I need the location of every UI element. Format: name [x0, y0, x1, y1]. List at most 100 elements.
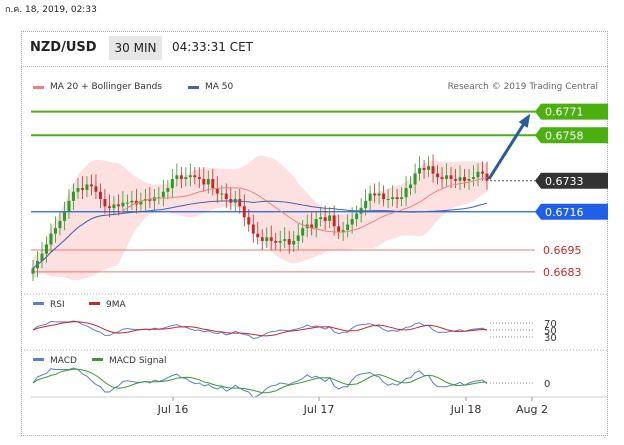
candle-body [58, 220, 62, 229]
candle-body [148, 199, 152, 201]
candle-body [179, 175, 183, 179]
candle-body [422, 168, 426, 170]
sub-legend-secondary: MACD Signal [109, 356, 167, 366]
candle-body [382, 193, 386, 200]
level-label-0.6683: 0.6683 [543, 266, 582, 279]
level-lines-group [31, 110, 608, 273]
candle-body [467, 178, 471, 181]
legend-ma20: MA 20 + Bollinger Bands [33, 82, 162, 92]
level-label-0.6695: 0.6695 [543, 244, 582, 257]
candle-body [130, 200, 134, 203]
sub-level-label: 50 [544, 326, 557, 337]
candle-body [476, 171, 480, 178]
candle-body [220, 193, 224, 195]
candle-body [112, 204, 116, 209]
sub-line-secondary [32, 321, 488, 337]
candle-body [116, 204, 120, 207]
candle-body [152, 197, 156, 201]
candle-body [310, 224, 314, 229]
candle-body [341, 229, 345, 232]
sub-swatch-main [33, 358, 44, 361]
level-label-0.6771: 0.6771 [545, 106, 584, 119]
candle-body [76, 188, 80, 192]
x-axis: Jul 16 Jul 17 Jul 18 Aug 2 [31, 396, 608, 416]
candle-body [202, 178, 206, 185]
candle-body [337, 226, 341, 232]
projection-arrow-head [518, 113, 531, 128]
x-tick-label: Jul 17 [303, 403, 335, 416]
candle-body [89, 184, 93, 187]
candle-body [427, 166, 431, 170]
candle-body [319, 217, 323, 220]
header-divider [21, 66, 608, 67]
candle-body [67, 200, 71, 212]
x-tick-label: Jul 18 [450, 403, 482, 416]
sub-legend-main: MACD [50, 356, 77, 366]
candle-body [44, 244, 48, 254]
level-label-0.6758: 0.6758 [545, 129, 584, 142]
candle-body [188, 175, 192, 178]
candle-body [224, 193, 228, 200]
candle-body [40, 253, 44, 261]
candle-body [107, 206, 111, 209]
candle-body [71, 191, 75, 201]
candle-body [296, 235, 300, 241]
sub-legend-secondary: 9MA [106, 300, 126, 310]
candle-body [391, 197, 395, 200]
chart-panel [21, 31, 608, 436]
sub-level-label: 70 [544, 319, 557, 330]
moving-averages-group [32, 177, 488, 269]
candle-body [278, 240, 282, 243]
candle-body [125, 202, 129, 204]
candle-body [215, 188, 219, 194]
sub-swatch-secondary [92, 358, 103, 361]
candle-body [454, 178, 458, 181]
candle-body [211, 178, 215, 189]
projection-arrow-line [487, 118, 529, 180]
candle-body [206, 178, 210, 185]
candle-body [242, 206, 246, 218]
candle-body [161, 191, 165, 198]
candle-body [373, 193, 377, 196]
symbol-title: NZD/USD [30, 40, 97, 55]
level-box-0.6716 [535, 203, 608, 220]
candle-body [472, 177, 476, 179]
candle-body [265, 237, 269, 241]
candle-body [431, 166, 435, 174]
candle-body [463, 177, 467, 181]
bollinger-band [33, 155, 487, 281]
candle-body [31, 268, 35, 274]
candle-body [238, 199, 242, 207]
candle-body [355, 213, 359, 220]
candle-body [409, 184, 413, 189]
candle-body [481, 171, 485, 174]
candle-body [413, 173, 417, 185]
candle-body [445, 175, 449, 179]
level-box-0.6733 [535, 172, 608, 189]
candle-body [458, 177, 462, 181]
candle-body [328, 215, 332, 221]
candle-body [269, 237, 273, 241]
candle-body [166, 188, 170, 192]
time-label: 04:33:31 CET [172, 40, 253, 54]
candle-body [197, 177, 201, 179]
candle-body [256, 233, 260, 238]
projection-arrow-group [487, 113, 531, 180]
candle-body [395, 197, 399, 200]
candle-body [184, 177, 188, 179]
level-label-0.6716: 0.6716 [545, 206, 584, 219]
bollinger-band-group [33, 155, 487, 281]
sub-line-main [32, 320, 488, 340]
legend-ma50: MA 50 [188, 82, 233, 92]
candle-body [386, 199, 390, 201]
timeframe-button[interactable]: 30 MIN [109, 36, 162, 60]
level-label-0.6733: 0.6733 [545, 175, 584, 188]
candle-body [418, 168, 422, 174]
candle-body [103, 199, 107, 207]
research-credit: Research © 2019 Trading Central [447, 82, 598, 92]
ma50-swatch [188, 85, 199, 89]
candle-body [301, 228, 305, 236]
candle-body [94, 186, 98, 192]
candle-body [85, 184, 89, 190]
level-labels-group: 0.6771 0.6758 0.6733 0.6716 0.6695 0.6683 [535, 103, 608, 279]
